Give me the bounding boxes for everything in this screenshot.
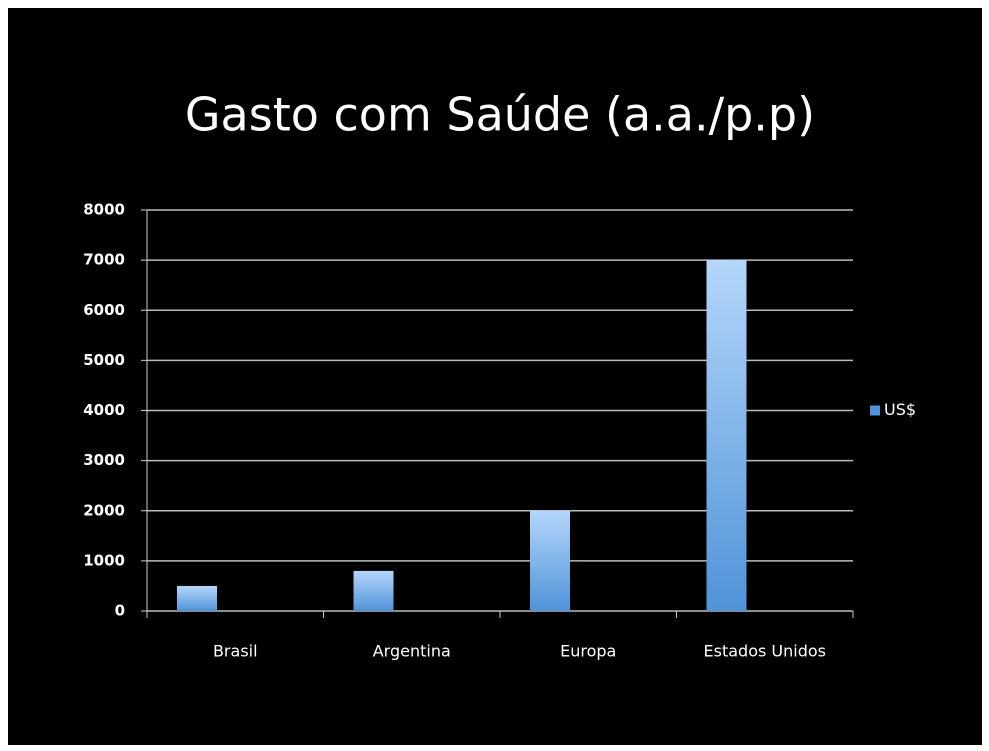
bar [530, 510, 570, 611]
y-tick-label: 1000 [83, 551, 125, 569]
legend-swatch [870, 405, 880, 416]
y-tick-label: 4000 [83, 401, 125, 419]
y-tick-label: 8000 [83, 201, 125, 219]
legend-label: US$ [884, 400, 916, 419]
bar [353, 570, 394, 611]
bar [706, 260, 747, 611]
y-tick-label: 2000 [83, 501, 125, 519]
bar [177, 585, 217, 611]
x-tick-label: Brasil [213, 642, 258, 661]
y-tick-label: 3000 [83, 451, 125, 469]
y-tick-label: 0 [115, 602, 125, 620]
y-tick-label: 6000 [83, 301, 125, 319]
chart-title: Gasto com Saúde (a.a./p.p) [185, 88, 815, 142]
y-tick-label: 5000 [83, 351, 125, 369]
x-tick-label: Europa [560, 642, 616, 661]
y-tick-label: 7000 [83, 251, 125, 269]
background [8, 8, 982, 745]
x-tick-label: Estados Unidos [704, 642, 826, 661]
x-tick-label: Argentina [373, 642, 451, 661]
